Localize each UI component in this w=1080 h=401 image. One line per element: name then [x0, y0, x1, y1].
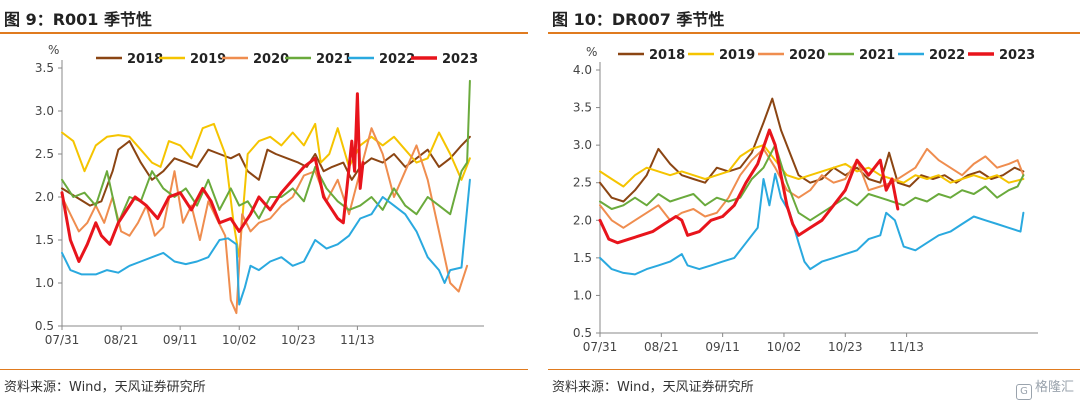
x-tick-label: 07/31: [45, 333, 80, 347]
series-line-2020: [61, 127, 469, 315]
y-tick-label: 0.5: [35, 319, 54, 333]
legend-label-2020: 2020: [253, 52, 289, 67]
series-line-2019: [61, 122, 471, 259]
y-tick-label: 3.5: [35, 61, 54, 75]
legend-label-2020: 2020: [789, 48, 825, 63]
x-tick-label: 10/02: [222, 333, 257, 347]
x-tick-label: 09/11: [705, 340, 740, 354]
watermark: G 格隆汇: [1015, 376, 1074, 400]
series-line-2019: [599, 144, 1025, 188]
y-tick-label: 2.5: [573, 176, 592, 190]
title-divider: [0, 32, 528, 34]
legend-label-2018: 2018: [127, 52, 163, 67]
source-note: 资料来源：Wind，天风证券研究所: [552, 380, 754, 395]
x-tick-label: 09/11: [163, 333, 198, 347]
chart-title: 图 10：DR007 季节性: [552, 10, 725, 29]
source-divider: [0, 369, 528, 370]
legend-label-2023: 2023: [999, 48, 1035, 63]
y-tick-label: 1.0: [35, 276, 54, 290]
legend-label-2023: 2023: [442, 52, 478, 67]
x-tick-label: 11/13: [340, 333, 375, 347]
series-line-2023: [60, 92, 365, 263]
y-tick-label: 1.5: [573, 251, 592, 265]
legend-label-2018: 2018: [649, 48, 685, 63]
y-tick-label: 1.5: [35, 233, 54, 247]
x-tick-label: 08/21: [644, 340, 679, 354]
chart-panel-dr007: 图 10：DR007 季节性 % 0.5 1.0 1.5 2.0 2.5 3.0 3.5 4.0…: [548, 0, 1080, 401]
legend-label-2022: 2022: [929, 48, 965, 63]
y-tick-label: 1.0: [573, 288, 592, 302]
y-tick-label: 3.0: [573, 138, 592, 152]
x-tick-label: 11/13: [889, 340, 924, 354]
chart-svg-dr007: % 0.5 1.0 1.5 2.0 2.5 3.0 3.5 4.0 07/31 08/21 09/11…: [573, 45, 1038, 354]
legend-label-2021: 2021: [316, 52, 352, 67]
source-note: 资料来源：Wind，天风证券研究所: [4, 380, 206, 395]
x-tick-label: 08/21: [104, 333, 139, 347]
chart-title: 图 9：R001 季节性: [4, 10, 152, 29]
legend-label-2022: 2022: [379, 52, 415, 67]
series-line-2018: [599, 97, 1025, 203]
x-tick-label: 10/02: [767, 340, 802, 354]
y-tick-label: 3.0: [35, 104, 54, 118]
series-line-2022: [599, 172, 1025, 276]
series-line-2023: [598, 128, 900, 245]
series-line-2022: [61, 178, 471, 306]
legend-label-2019: 2019: [190, 52, 226, 67]
chart-panel-r001: 图 9：R001 季节性 % 0.5 1.0 1.5 2.0 2.5 3.0 3.5 07/31…: [0, 0, 528, 401]
y-tick-label: 4.0: [573, 63, 592, 77]
series-line-2021: [599, 144, 1025, 222]
series-line-2018: [61, 135, 471, 207]
y-tick-label: 3.5: [573, 101, 592, 115]
y-unit-label: %: [586, 45, 597, 59]
x-tick-label: 10/23: [281, 333, 316, 347]
y-tick-label: 2.5: [35, 147, 54, 161]
legend-label-2019: 2019: [719, 48, 755, 63]
chart-svg-r001: % 0.5 1.0 1.5 2.0 2.5 3.0 3.5 07/31 08/21 09/11 10/…: [35, 43, 484, 347]
watermark-logo-icon: G: [1015, 384, 1032, 400]
y-tick-label: 2.0: [35, 190, 54, 204]
source-divider: [548, 369, 1080, 370]
x-tick-label: 10/23: [828, 340, 863, 354]
watermark-text: 格隆汇: [1034, 380, 1074, 395]
legend-label-2021: 2021: [859, 48, 895, 63]
y-tick-label: 0.5: [573, 326, 592, 340]
x-tick-label: 07/31: [583, 340, 618, 354]
title-divider: [548, 32, 1080, 34]
series-line-2020: [599, 147, 1025, 229]
y-tick-label: 2.0: [573, 213, 592, 227]
y-unit-label: %: [48, 43, 59, 57]
